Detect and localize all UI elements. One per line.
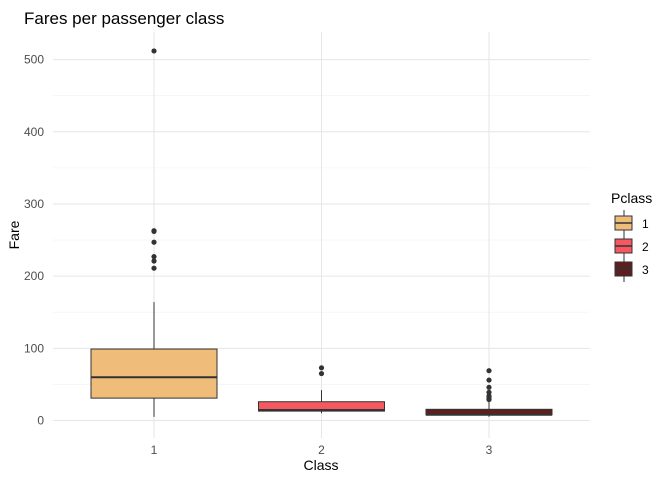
y-tick-label: 300 bbox=[24, 197, 44, 211]
legend-label: 3 bbox=[642, 263, 649, 277]
y-tick-label: 200 bbox=[24, 269, 44, 283]
y-tick-label: 0 bbox=[37, 414, 44, 428]
legend-entry-3: 3 bbox=[614, 256, 649, 282]
box bbox=[90, 348, 218, 399]
y-tick-label: 100 bbox=[24, 341, 44, 355]
outlier-point bbox=[151, 48, 157, 54]
legend-label: 1 bbox=[642, 217, 649, 231]
legend: Pclass 1 2 3 bbox=[611, 190, 652, 282]
outlier-point bbox=[486, 393, 492, 399]
box-class-3 bbox=[425, 368, 553, 417]
axes: 0 100 200 300 400 500 1 2 3 bbox=[24, 53, 493, 457]
chart-title: Fares per passenger class bbox=[24, 9, 224, 28]
legend-label: 2 bbox=[642, 240, 649, 254]
outlier-point bbox=[486, 377, 492, 383]
outlier-point bbox=[486, 389, 492, 395]
legend-entry-1: 1 bbox=[614, 210, 649, 236]
boxes bbox=[90, 48, 553, 417]
outlier-point bbox=[318, 370, 325, 377]
outlier-point bbox=[151, 228, 157, 234]
x-tick-label: 1 bbox=[151, 443, 158, 457]
outlier-point bbox=[151, 258, 157, 264]
outlier-point bbox=[151, 265, 157, 271]
outlier-point bbox=[151, 254, 157, 260]
legend-entry-2: 2 bbox=[614, 233, 649, 259]
x-tick-label: 2 bbox=[318, 443, 325, 457]
box bbox=[258, 401, 385, 412]
box-class-2 bbox=[258, 365, 385, 414]
outlier-point bbox=[486, 384, 492, 390]
outlier-point bbox=[486, 368, 492, 374]
box-class-1 bbox=[90, 48, 218, 417]
x-axis-title: Class bbox=[303, 457, 338, 473]
y-tick-label: 400 bbox=[24, 125, 44, 139]
legend-title: Pclass bbox=[611, 190, 652, 206]
outlier-point bbox=[318, 365, 325, 371]
outlier-point bbox=[151, 239, 157, 245]
y-axis-title: Fare bbox=[6, 220, 22, 249]
y-tick-label: 500 bbox=[24, 53, 44, 67]
x-tick-label: 3 bbox=[486, 443, 493, 457]
